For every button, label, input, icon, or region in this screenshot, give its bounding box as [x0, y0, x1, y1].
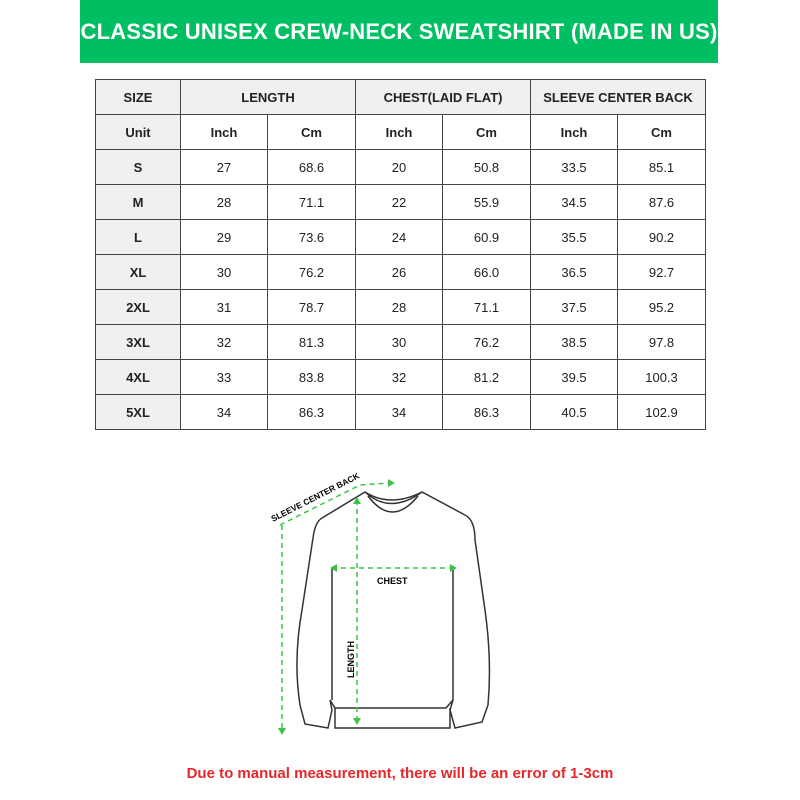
value-cell: 33.5 — [530, 149, 619, 185]
value-cell: 34 — [180, 394, 268, 430]
group-header-row: SIZE LENGTH CHEST(LAID FLAT) SLEEVE CENT… — [95, 79, 707, 115]
value-cell: 36.5 — [530, 254, 619, 290]
value-cell: 30 — [355, 324, 444, 360]
value-cell: 34.5 — [530, 184, 619, 220]
header-length: LENGTH — [179, 79, 357, 115]
value-cell: 55.9 — [442, 184, 532, 220]
unit-row: Unit Inch Cm Inch Cm Inch Cm — [95, 114, 707, 150]
unit-cell: Inch — [180, 114, 268, 150]
value-cell: 92.7 — [617, 254, 707, 290]
value-cell: 38.5 — [530, 324, 619, 360]
value-cell: 83.8 — [266, 359, 357, 395]
value-cell: 28 — [180, 184, 268, 220]
value-cell: 68.6 — [266, 149, 357, 185]
size-cell: L — [95, 219, 181, 255]
table-row: 2XL 31 78.7 28 71.1 37.5 95.2 — [95, 289, 707, 325]
chest-label: CHEST — [377, 576, 408, 586]
table-row: 3XL 32 81.3 30 76.2 38.5 97.8 — [95, 324, 707, 360]
title-banner: CLASSIC UNISEX CREW-NECK SWEATSHIRT (MAD… — [80, 0, 718, 63]
sleeve-measure-line — [279, 482, 391, 526]
value-cell: 40.5 — [530, 394, 619, 430]
value-cell: 76.2 — [266, 254, 357, 290]
unit-cell: Inch — [355, 114, 444, 150]
value-cell: 78.7 — [266, 289, 357, 325]
size-cell: 5XL — [95, 394, 181, 430]
sleeve-label: SLEEVE CENTER BACK — [269, 470, 361, 524]
value-cell: 71.1 — [442, 289, 532, 325]
value-cell: 100.3 — [617, 359, 707, 395]
table-row: S 27 68.6 20 50.8 33.5 85.1 — [95, 149, 707, 185]
table-row: 5XL 34 86.3 34 86.3 40.5 102.9 — [95, 394, 707, 430]
value-cell: 39.5 — [530, 359, 619, 395]
value-cell: 35.5 — [530, 219, 619, 255]
unit-cell: Cm — [617, 114, 707, 150]
value-cell: 32 — [355, 359, 444, 395]
value-cell: 86.3 — [266, 394, 357, 430]
unit-cell: Cm — [442, 114, 532, 150]
value-cell: 33 — [180, 359, 268, 395]
sweatshirt-outline-icon — [296, 491, 491, 729]
table-row: L 29 73.6 24 60.9 35.5 90.2 — [95, 219, 707, 255]
value-cell: 28 — [355, 289, 444, 325]
unit-label: Unit — [95, 114, 181, 150]
table-row: M 28 71.1 22 55.9 34.5 87.6 — [95, 184, 707, 220]
value-cell: 66.0 — [442, 254, 532, 290]
size-table: SIZE LENGTH CHEST(LAID FLAT) SLEEVE CENT… — [95, 79, 707, 430]
header-chest: CHEST(LAID FLAT) — [355, 79, 532, 115]
value-cell: 32 — [180, 324, 268, 360]
size-cell: 2XL — [95, 289, 181, 325]
value-cell: 60.9 — [442, 219, 532, 255]
value-cell: 24 — [355, 219, 444, 255]
value-cell: 29 — [180, 219, 268, 255]
value-cell: 26 — [355, 254, 444, 290]
value-cell: 90.2 — [617, 219, 707, 255]
size-cell: M — [95, 184, 181, 220]
size-cell: XL — [95, 254, 181, 290]
value-cell: 87.6 — [617, 184, 707, 220]
table-row: XL 30 76.2 26 66.0 36.5 92.7 — [95, 254, 707, 290]
value-cell: 30 — [180, 254, 268, 290]
length-label: LENGTH — [346, 641, 356, 678]
value-cell: 86.3 — [442, 394, 532, 430]
value-cell: 95.2 — [617, 289, 707, 325]
value-cell: 97.8 — [617, 324, 707, 360]
value-cell: 81.2 — [442, 359, 532, 395]
value-cell: 85.1 — [617, 149, 707, 185]
size-cell: 3XL — [95, 324, 181, 360]
value-cell: 50.8 — [442, 149, 532, 185]
table-row: 4XL 33 83.8 32 81.2 39.5 100.3 — [95, 359, 707, 395]
size-cell: 4XL — [95, 359, 181, 395]
header-size: SIZE — [95, 79, 181, 115]
value-cell: 20 — [355, 149, 444, 185]
value-cell: 81.3 — [266, 324, 357, 360]
value-cell: 102.9 — [617, 394, 707, 430]
value-cell: 22 — [355, 184, 444, 220]
size-cell: S — [95, 149, 181, 185]
value-cell: 37.5 — [530, 289, 619, 325]
value-cell: 31 — [180, 289, 268, 325]
unit-cell: Inch — [530, 114, 619, 150]
value-cell: 27 — [180, 149, 268, 185]
measurement-note: Due to manual measurement, there will be… — [186, 765, 614, 782]
value-cell: 76.2 — [442, 324, 532, 360]
unit-cell: Cm — [266, 114, 357, 150]
sweatshirt-diagram: CHEST LENGTH SLEEVE CENTER BACK — [269, 470, 491, 735]
value-cell: 34 — [355, 394, 444, 430]
value-cell: 73.6 — [266, 219, 357, 255]
header-sleeve: SLEEVE CENTER BACK — [530, 79, 707, 115]
value-cell: 71.1 — [266, 184, 357, 220]
